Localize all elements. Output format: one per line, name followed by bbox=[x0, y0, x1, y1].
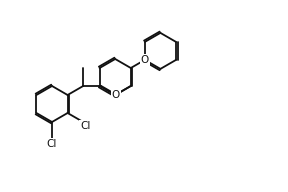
Text: O: O bbox=[141, 55, 149, 65]
Text: Cl: Cl bbox=[80, 121, 90, 131]
Text: Cl: Cl bbox=[47, 139, 57, 149]
Text: O: O bbox=[112, 89, 120, 99]
